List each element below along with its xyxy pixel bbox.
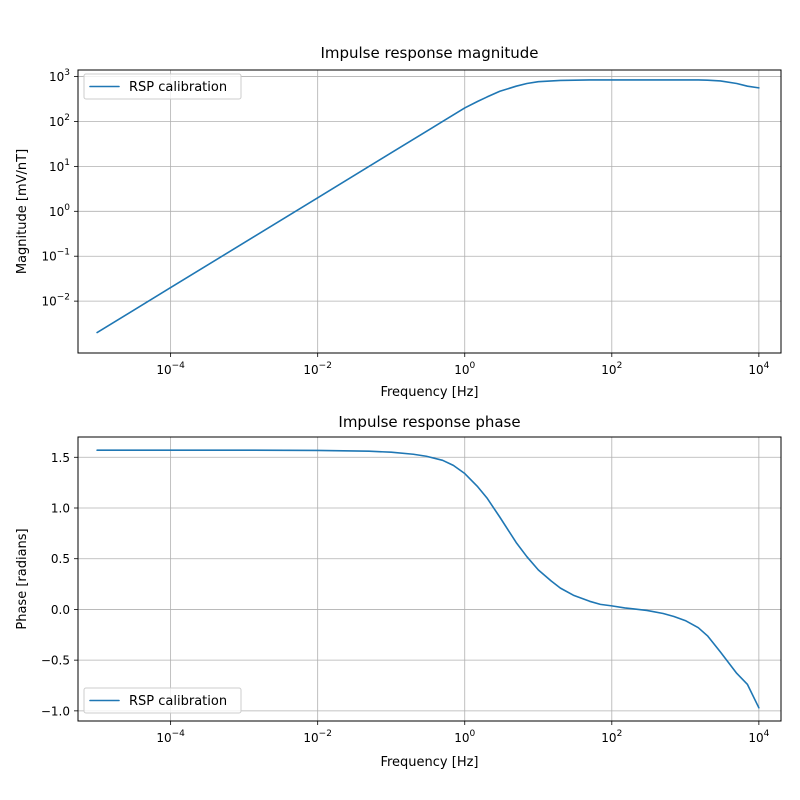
phase-legend-box (83, 687, 242, 714)
magnitude-plot: Impulse response magnitude 10−4 10−2 100 10… (15, 44, 782, 400)
magnitude-series-line (96, 79, 760, 334)
magnitude-xlabel: Frequency [Hz] (380, 385, 478, 400)
phase-legend-label: RSP calibration (129, 694, 227, 709)
phase-ytick-label: −1.0 (41, 704, 70, 718)
phase-ytick-label: −0.5 (41, 654, 70, 668)
phase-ytick-label: 0.0 (51, 603, 70, 617)
magnitude-grid (78, 70, 781, 353)
magnitude-legend-label: RSP calibration (129, 80, 227, 95)
magnitude-legend: RSP calibration (83, 73, 242, 100)
phase-legend: RSP calibration (83, 687, 242, 714)
phase-ytick-label: 0.5 (51, 552, 70, 566)
phase-series-line (96, 449, 760, 709)
phase-series-group (96, 449, 760, 709)
magnitude-legend-box (83, 73, 242, 100)
phase-ytick-label: 1.5 (51, 451, 70, 465)
magnitude-plot-title: Impulse response magnitude (320, 44, 538, 62)
phase-ytick-label: 1.0 (51, 502, 70, 516)
phase-axes-frame (77, 436, 782, 722)
phase-plot-title: Impulse response phase (338, 413, 520, 431)
magnitude-ylabel: Magnitude [mV/nT] (15, 149, 30, 274)
magnitude-series-group (96, 79, 760, 334)
phase-xlabel: Frequency [Hz] (380, 755, 478, 770)
phase-ylabel: Phase [radians] (15, 528, 30, 629)
